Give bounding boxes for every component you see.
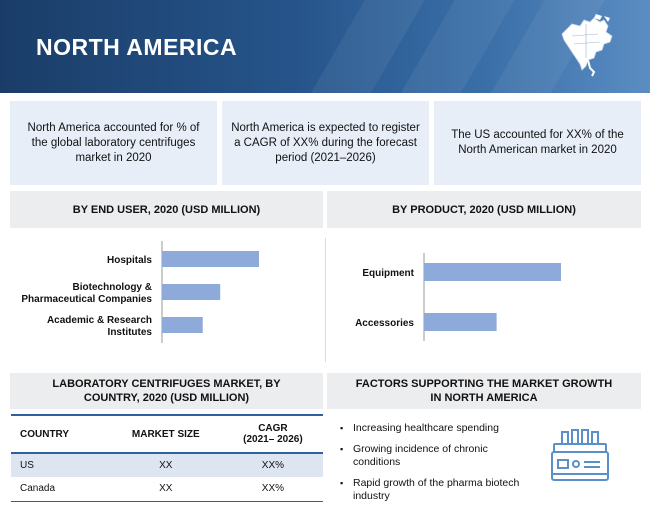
category-label: Academic & Research [47,315,152,326]
section-header-factors-text: FACTORS SUPPORTING THE MARKET GROWTH IN … [355,378,613,404]
header-banner: NORTH AMERICA [0,0,650,93]
summary-card-share-text: North America accounted for % of the glo… [27,121,200,164]
square-bullet-icon: ▪ [340,478,344,488]
summary-card-us-share-text: The US accounted for XX% of the North Am… [451,129,624,156]
centrifuge-icon [551,429,609,481]
list-item: ▪ Increasing healthcare spending [340,422,499,434]
summary-card-cagr: North America is expected to register a … [222,101,429,185]
list-item: ▪ Growing incidence of chronic conditions [340,443,488,468]
summary-card-share: North America accounted for % of the glo… [10,101,217,185]
country-market-table: COUNTRY MARKET SIZE CAGR (2021– 2026) US… [11,414,323,502]
section-header-product-text: BY PRODUCT, 2020 (USD MILLION) [392,203,576,216]
summary-card-us-share: The US accounted for XX% of the North Am… [434,101,641,185]
table-header-cagr: CAGR (2021– 2026) [222,414,323,454]
table-cell-market-size: XX [108,477,223,502]
table-header-market-size: MARKET SIZE [108,414,223,454]
category-label: Pharmaceutical Companies [21,294,152,305]
list-item: ▪ Rapid growth of the pharma biotech indu… [340,477,520,502]
table-cell-country: US [11,453,109,477]
table-row: US XX XX% [11,453,323,477]
table-header-row: COUNTRY MARKET SIZE CAGR (2021– 2026) [11,414,323,454]
category-label: Accessories [355,318,414,329]
section-header-factors: FACTORS SUPPORTING THE MARKET GROWTH IN … [327,373,641,409]
summary-card-cagr-text: North America is expected to register a … [231,121,420,164]
section-header-country-text: LABORATORY CENTRIFUGES MARKET, BY COUNTR… [52,378,281,404]
category-label: Biotechnology & [73,282,152,293]
bar-hospitals [162,251,259,267]
end-user-bar-chart: Hospitals Biotechnology &Pharmaceutical C… [21,241,259,343]
growth-factors-list: ▪ Increasing healthcare spending ▪ Growing… [340,422,520,511]
square-bullet-icon: ▪ [340,423,344,433]
section-header-product: BY PRODUCT, 2020 (USD MILLION) [327,191,641,228]
category-label: Hospitals [107,255,152,266]
square-bullet-icon: ▪ [340,444,344,454]
chart-divider [325,238,326,362]
table-row: Canada XX XX% [11,477,323,502]
bar-biotechnology-pharmaceutical-companies [162,284,221,300]
category-label: Institutes [108,327,153,338]
bar-accessories [424,313,497,331]
bar-academic-research-institutes [162,317,203,333]
section-header-country: LABORATORY CENTRIFUGES MARKET, BY COUNTR… [10,373,323,409]
category-label: Equipment [362,268,414,279]
product-bar-chart: Equipment Accessories [355,253,561,341]
bar-equipment [424,263,561,281]
section-header-end-user: BY END USER, 2020 (USD MILLION) [10,191,323,228]
table-header-country: COUNTRY [11,414,109,454]
section-header-end-user-text: BY END USER, 2020 (USD MILLION) [72,203,261,216]
table-cell-market-size: XX [108,453,223,477]
north-america-map-icon [561,14,613,77]
page-title: NORTH AMERICA [36,34,238,60]
table-cell-cagr: XX% [222,477,323,502]
table-cell-cagr: XX% [222,453,323,477]
table-cell-country: Canada [11,477,109,502]
